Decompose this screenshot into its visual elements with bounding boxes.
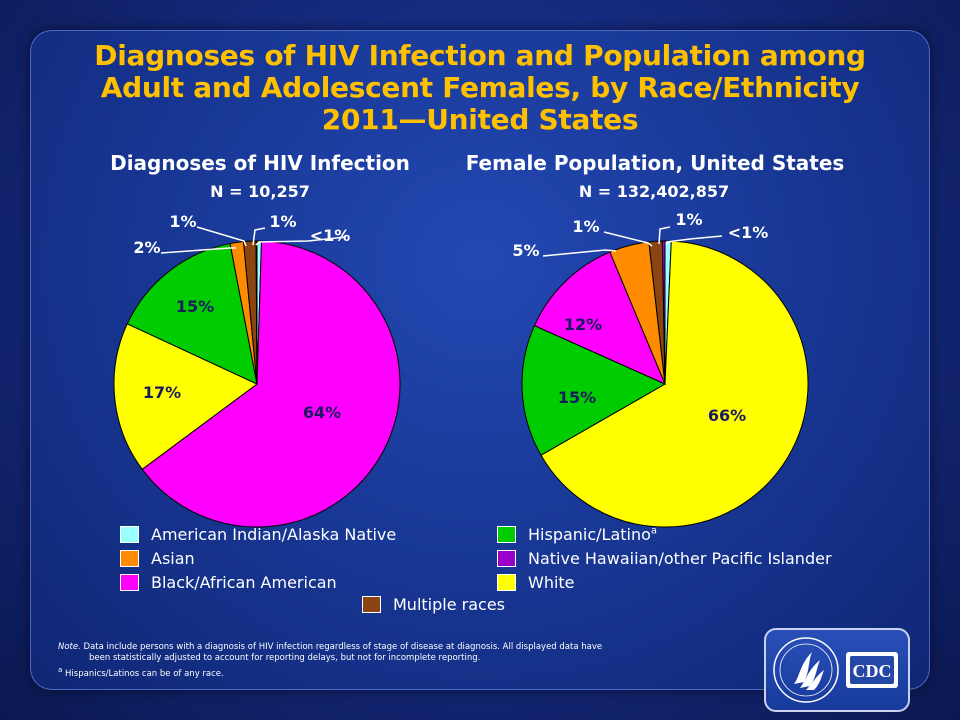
note-label: Note.: [58, 642, 81, 652]
chart-1-title: Diagnoses of HIV Infection: [110, 151, 410, 175]
legend-label: Multiple races: [393, 595, 505, 614]
slice-value-label: 1%: [169, 212, 196, 231]
legend-label: Asian: [151, 549, 195, 568]
pie-slice-native-hawaiian-other-pacific-islander: [661, 240, 666, 385]
legend-item-american-indian: American Indian/Alaska Native: [120, 525, 396, 544]
legend-label: American Indian/Alaska Native: [151, 525, 397, 544]
legend-swatch: [497, 526, 516, 543]
legend-swatch: [497, 550, 516, 567]
footnote-line-2: been statistically adjusted to account f…: [89, 653, 481, 663]
legend-label: White: [528, 573, 575, 592]
cdc-logo: CDC: [764, 628, 910, 712]
slice-value-label: 17%: [143, 383, 181, 402]
pie-chart-1: <1% 64% 17% 15% 2% 1% 1%: [113, 212, 401, 528]
hhs-eagle-icon: CDC: [773, 637, 898, 703]
legend-item-multiple-races: Multiple races: [362, 595, 505, 614]
chart-1-n: N = 10,257: [210, 182, 310, 201]
legend-label: Hispanic/Latinoa: [528, 525, 658, 544]
pie-slice-black-african-american: [533, 251, 666, 385]
legend-swatch: [497, 574, 516, 591]
chart-2-n: N = 132,402,857: [578, 182, 730, 201]
slice-value-label: 15%: [176, 297, 214, 316]
legend-item-native-hawaiian: Native Hawaiian/other Pacific Islander: [497, 549, 832, 568]
leader-line: [196, 226, 247, 247]
pie-slice-native-hawaiian-other-pacific-islander: [255, 240, 258, 385]
leader-line: [255, 236, 347, 246]
pie-slice-black-african-american: [141, 240, 401, 528]
footnote-line-3: a Hispanics/Latinos can be of any race.: [58, 665, 224, 679]
slice-value-label: <1%: [728, 223, 769, 242]
leader-line: [665, 235, 723, 245]
legend-item-hispanic: Hispanic/Latinoa: [497, 525, 657, 544]
leader-line: [603, 231, 653, 247]
leader-line: [542, 249, 617, 257]
footnote-line-1: Note. Data include persons with a diagno…: [58, 642, 603, 652]
pie-slice-white: [540, 240, 809, 528]
legend-swatch: [362, 596, 381, 613]
legend-superscript: a: [650, 525, 658, 537]
slice-value-label: 64%: [303, 403, 341, 422]
page-title: Diagnoses of HIV Infection and Populatio…: [40, 40, 920, 136]
slice-value-label: 2%: [133, 238, 160, 257]
pie-slice-hispanic-latino: [521, 324, 667, 456]
slice-value-label: <1%: [310, 226, 351, 245]
slice-value-label: 66%: [708, 406, 746, 425]
legend-swatch: [120, 574, 139, 591]
legend-item-white: White: [497, 573, 575, 592]
legend-item-asian: Asian: [120, 549, 195, 568]
legend-swatch: [120, 526, 139, 543]
leader-line: [658, 226, 671, 245]
slice-value-label: 15%: [558, 388, 596, 407]
title-line-3: 2011—United States: [321, 103, 639, 136]
slice-value-label: 1%: [572, 217, 599, 236]
pie-chart-2: <1% 66% 15% 12% 5% 1% 1%: [512, 210, 809, 528]
slice-value-label: 1%: [269, 212, 296, 231]
slice-value-label: 12%: [564, 315, 602, 334]
legend-label: Native Hawaiian/other Pacific Islander: [528, 549, 832, 568]
leader-line: [160, 247, 236, 254]
cdc-logo-text: CDC: [853, 661, 892, 681]
slice-value-label: 5%: [512, 241, 539, 260]
legend-swatch: [120, 550, 139, 567]
leader-line: [252, 227, 266, 246]
legend-label: Black/African American: [151, 573, 337, 592]
title-line-1: Diagnoses of HIV Infection and Populatio…: [94, 39, 866, 72]
slice-value-label: 1%: [675, 210, 702, 229]
chart-2-title: Female Population, United States: [465, 151, 845, 175]
footnote: Note. Data include persons with a diagno…: [58, 642, 748, 680]
title-line-2: Adult and Adolescent Females, by Race/Et…: [100, 71, 860, 104]
legend-item-black: Black/African American: [120, 573, 337, 592]
pie-slice-hispanic-latino: [126, 242, 258, 385]
pie-slice-white: [113, 323, 258, 471]
